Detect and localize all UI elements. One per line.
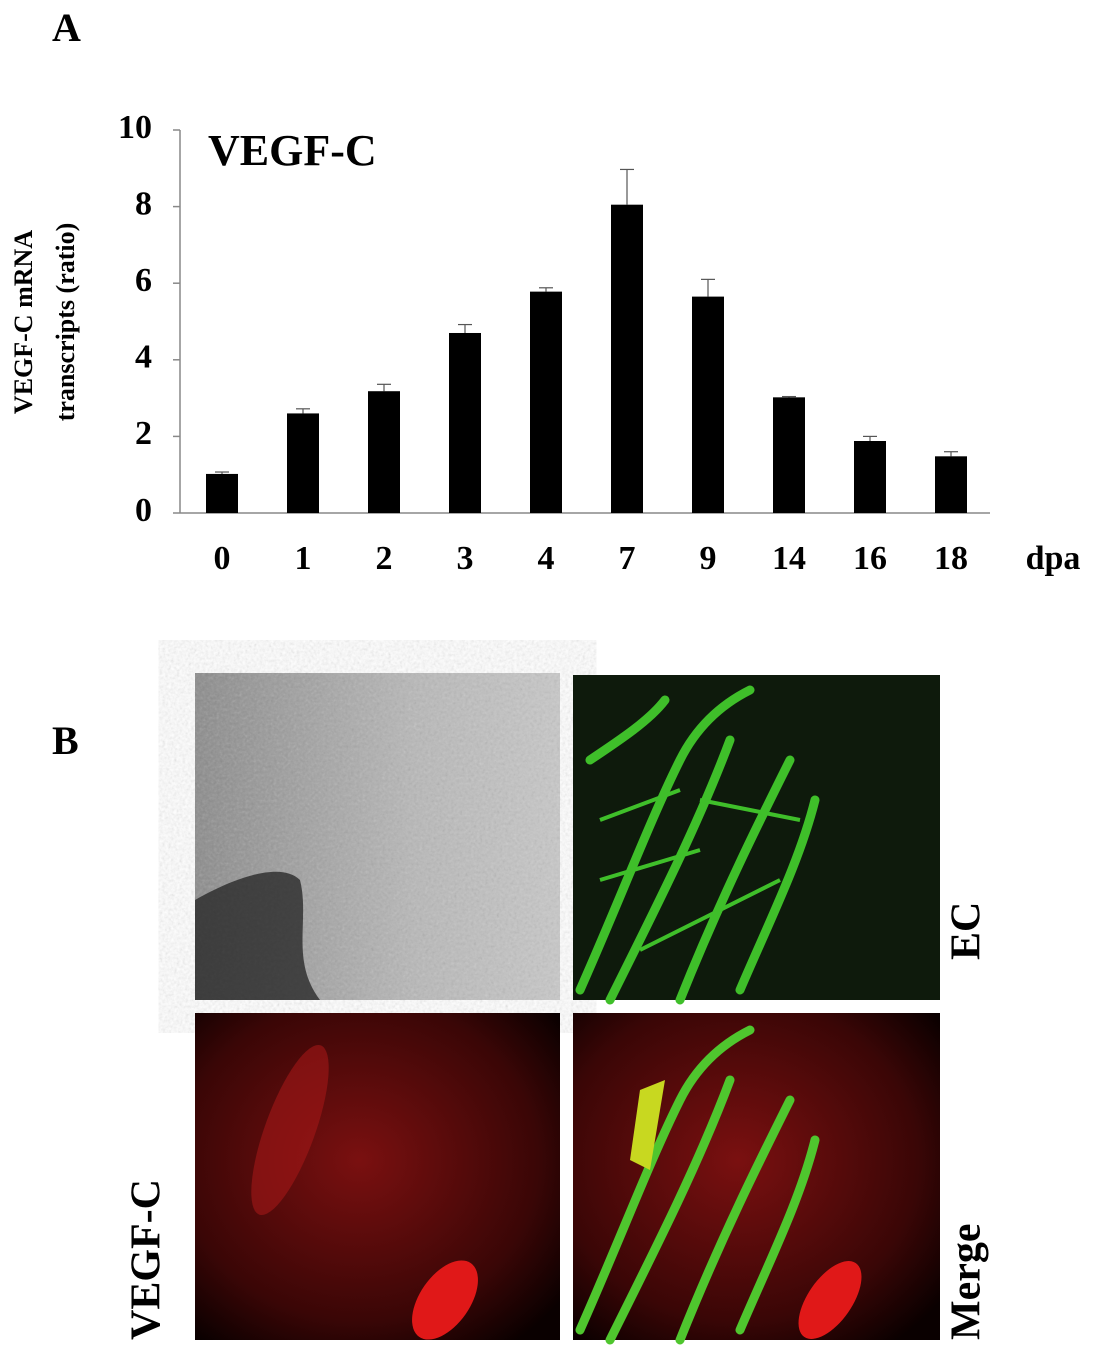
x-tick-label: 0 [214, 540, 231, 577]
micrographs: EC VEGF-C Merge [124, 673, 990, 1345]
y-tick-label: 2 [135, 415, 152, 452]
x-tick-label: 4 [538, 540, 555, 577]
image-label: Merge [944, 1223, 990, 1340]
x-tick-label: 7 [619, 540, 636, 577]
ec-image [573, 675, 940, 1005]
x-tick-label: 16 [853, 540, 887, 577]
image-label: EC [944, 902, 990, 960]
bar [692, 296, 724, 513]
panel-label: B [52, 718, 79, 763]
y-tick-label: 8 [135, 185, 152, 222]
x-tick-label: 3 [457, 540, 474, 577]
x-tick-label: 14 [772, 540, 806, 577]
y-axis-label: transcripts (ratio) [51, 223, 80, 422]
y-tick-label: 0 [135, 492, 152, 529]
bar [449, 332, 481, 513]
x-tick-label: 18 [934, 540, 968, 577]
x-tick-label: 9 [700, 540, 717, 577]
bar-chart: VEGF-C VEGF-C mRNA transcripts (ratio) d… [9, 109, 1080, 577]
chart-title: VEGF-C [208, 126, 377, 175]
y-tick-label: 4 [135, 339, 152, 376]
panel-label: A [52, 5, 81, 50]
x-tick-label: 2 [376, 540, 393, 577]
y-axis-label: VEGF-C mRNA [9, 230, 38, 414]
image-label: VEGF-C [124, 1179, 170, 1340]
bar [368, 391, 400, 513]
bar [854, 440, 886, 513]
y-tick-label: 6 [135, 262, 152, 299]
x-axis-label: dpa [1026, 540, 1081, 577]
bar [206, 473, 238, 513]
bar [530, 291, 562, 513]
merge-image [573, 1013, 940, 1345]
bar [611, 204, 643, 513]
y-tick-label: 10 [118, 109, 152, 146]
bar [935, 456, 967, 513]
bar [773, 397, 805, 513]
x-tick-label: 1 [295, 540, 312, 577]
vegf-c-image [195, 1013, 560, 1340]
brightfield-image [195, 673, 560, 1000]
bar [287, 413, 319, 513]
